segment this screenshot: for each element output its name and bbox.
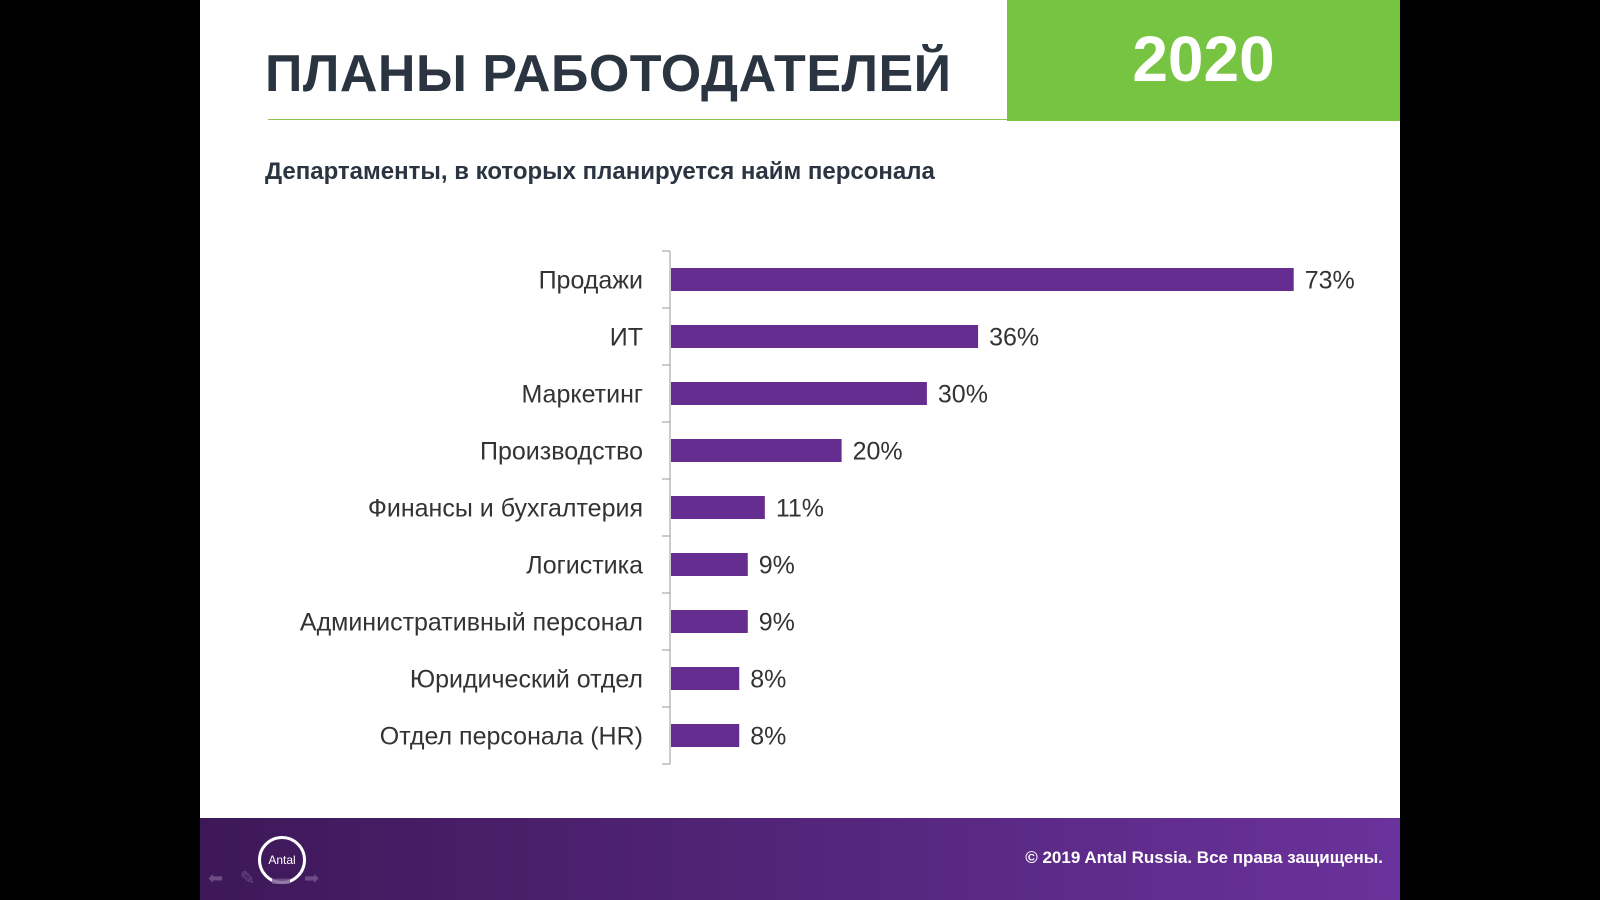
category-label: Продажи <box>539 267 643 295</box>
bar <box>671 610 748 633</box>
bar <box>671 325 979 348</box>
year-label: 2020 <box>1132 23 1275 95</box>
category-label: Юридический отдел <box>410 666 643 694</box>
data-label: 8% <box>750 723 786 751</box>
data-label: 73% <box>1305 267 1355 295</box>
data-label: 20% <box>853 438 903 466</box>
category-label: Административный персонал <box>300 609 643 637</box>
antal-logo: Antal <box>258 836 306 884</box>
data-label: 9% <box>759 609 795 637</box>
chart-subtitle: Департаменты, в которых планируется найм… <box>265 158 935 185</box>
category-label: Финансы и бухгалтерия <box>368 495 643 523</box>
page-title: ПЛАНЫ РАБОТОДАТЕЛЕЙ <box>265 45 952 103</box>
bar <box>671 496 765 519</box>
category-label: ИТ <box>610 324 643 352</box>
year-badge: 2020 <box>1007 0 1400 121</box>
menu-icon[interactable]: ▬ <box>272 868 290 888</box>
category-label: Отдел персонала (HR) <box>380 723 643 751</box>
data-label: 8% <box>750 666 786 694</box>
category-label: Маркетинг <box>521 381 643 409</box>
copyright: © 2019 Antal Russia. Все права защищены. <box>1025 848 1383 867</box>
footer: Antal ⬅ ✎ ▬ ➡ © 2019 Antal Russia. Все п… <box>200 818 1400 900</box>
prev-arrow-icon[interactable]: ⬅ <box>208 868 224 888</box>
pen-icon[interactable]: ✎ <box>240 868 256 888</box>
logo-text: Antal <box>268 853 296 867</box>
category-label: Производство <box>480 438 643 466</box>
bar <box>671 382 927 405</box>
data-label: 36% <box>989 324 1039 352</box>
bar <box>671 268 1294 291</box>
data-label: 11% <box>776 495 824 523</box>
slide: ПЛАНЫ РАБОТОДАТЕЛЕЙ 2020 Департаменты, в… <box>200 0 1400 900</box>
next-arrow-icon[interactable]: ➡ <box>304 868 320 888</box>
data-label: 30% <box>938 381 988 409</box>
bar <box>671 553 748 576</box>
title-divider <box>268 119 1008 120</box>
data-label: 9% <box>759 552 795 580</box>
bar <box>671 667 740 690</box>
category-label: Логистика <box>526 552 643 580</box>
bar <box>671 439 842 462</box>
bar-chart: Продажи 73% ИТ 36% Маркетинг 30% Производство 2… <box>300 250 1355 765</box>
bar <box>671 724 740 747</box>
